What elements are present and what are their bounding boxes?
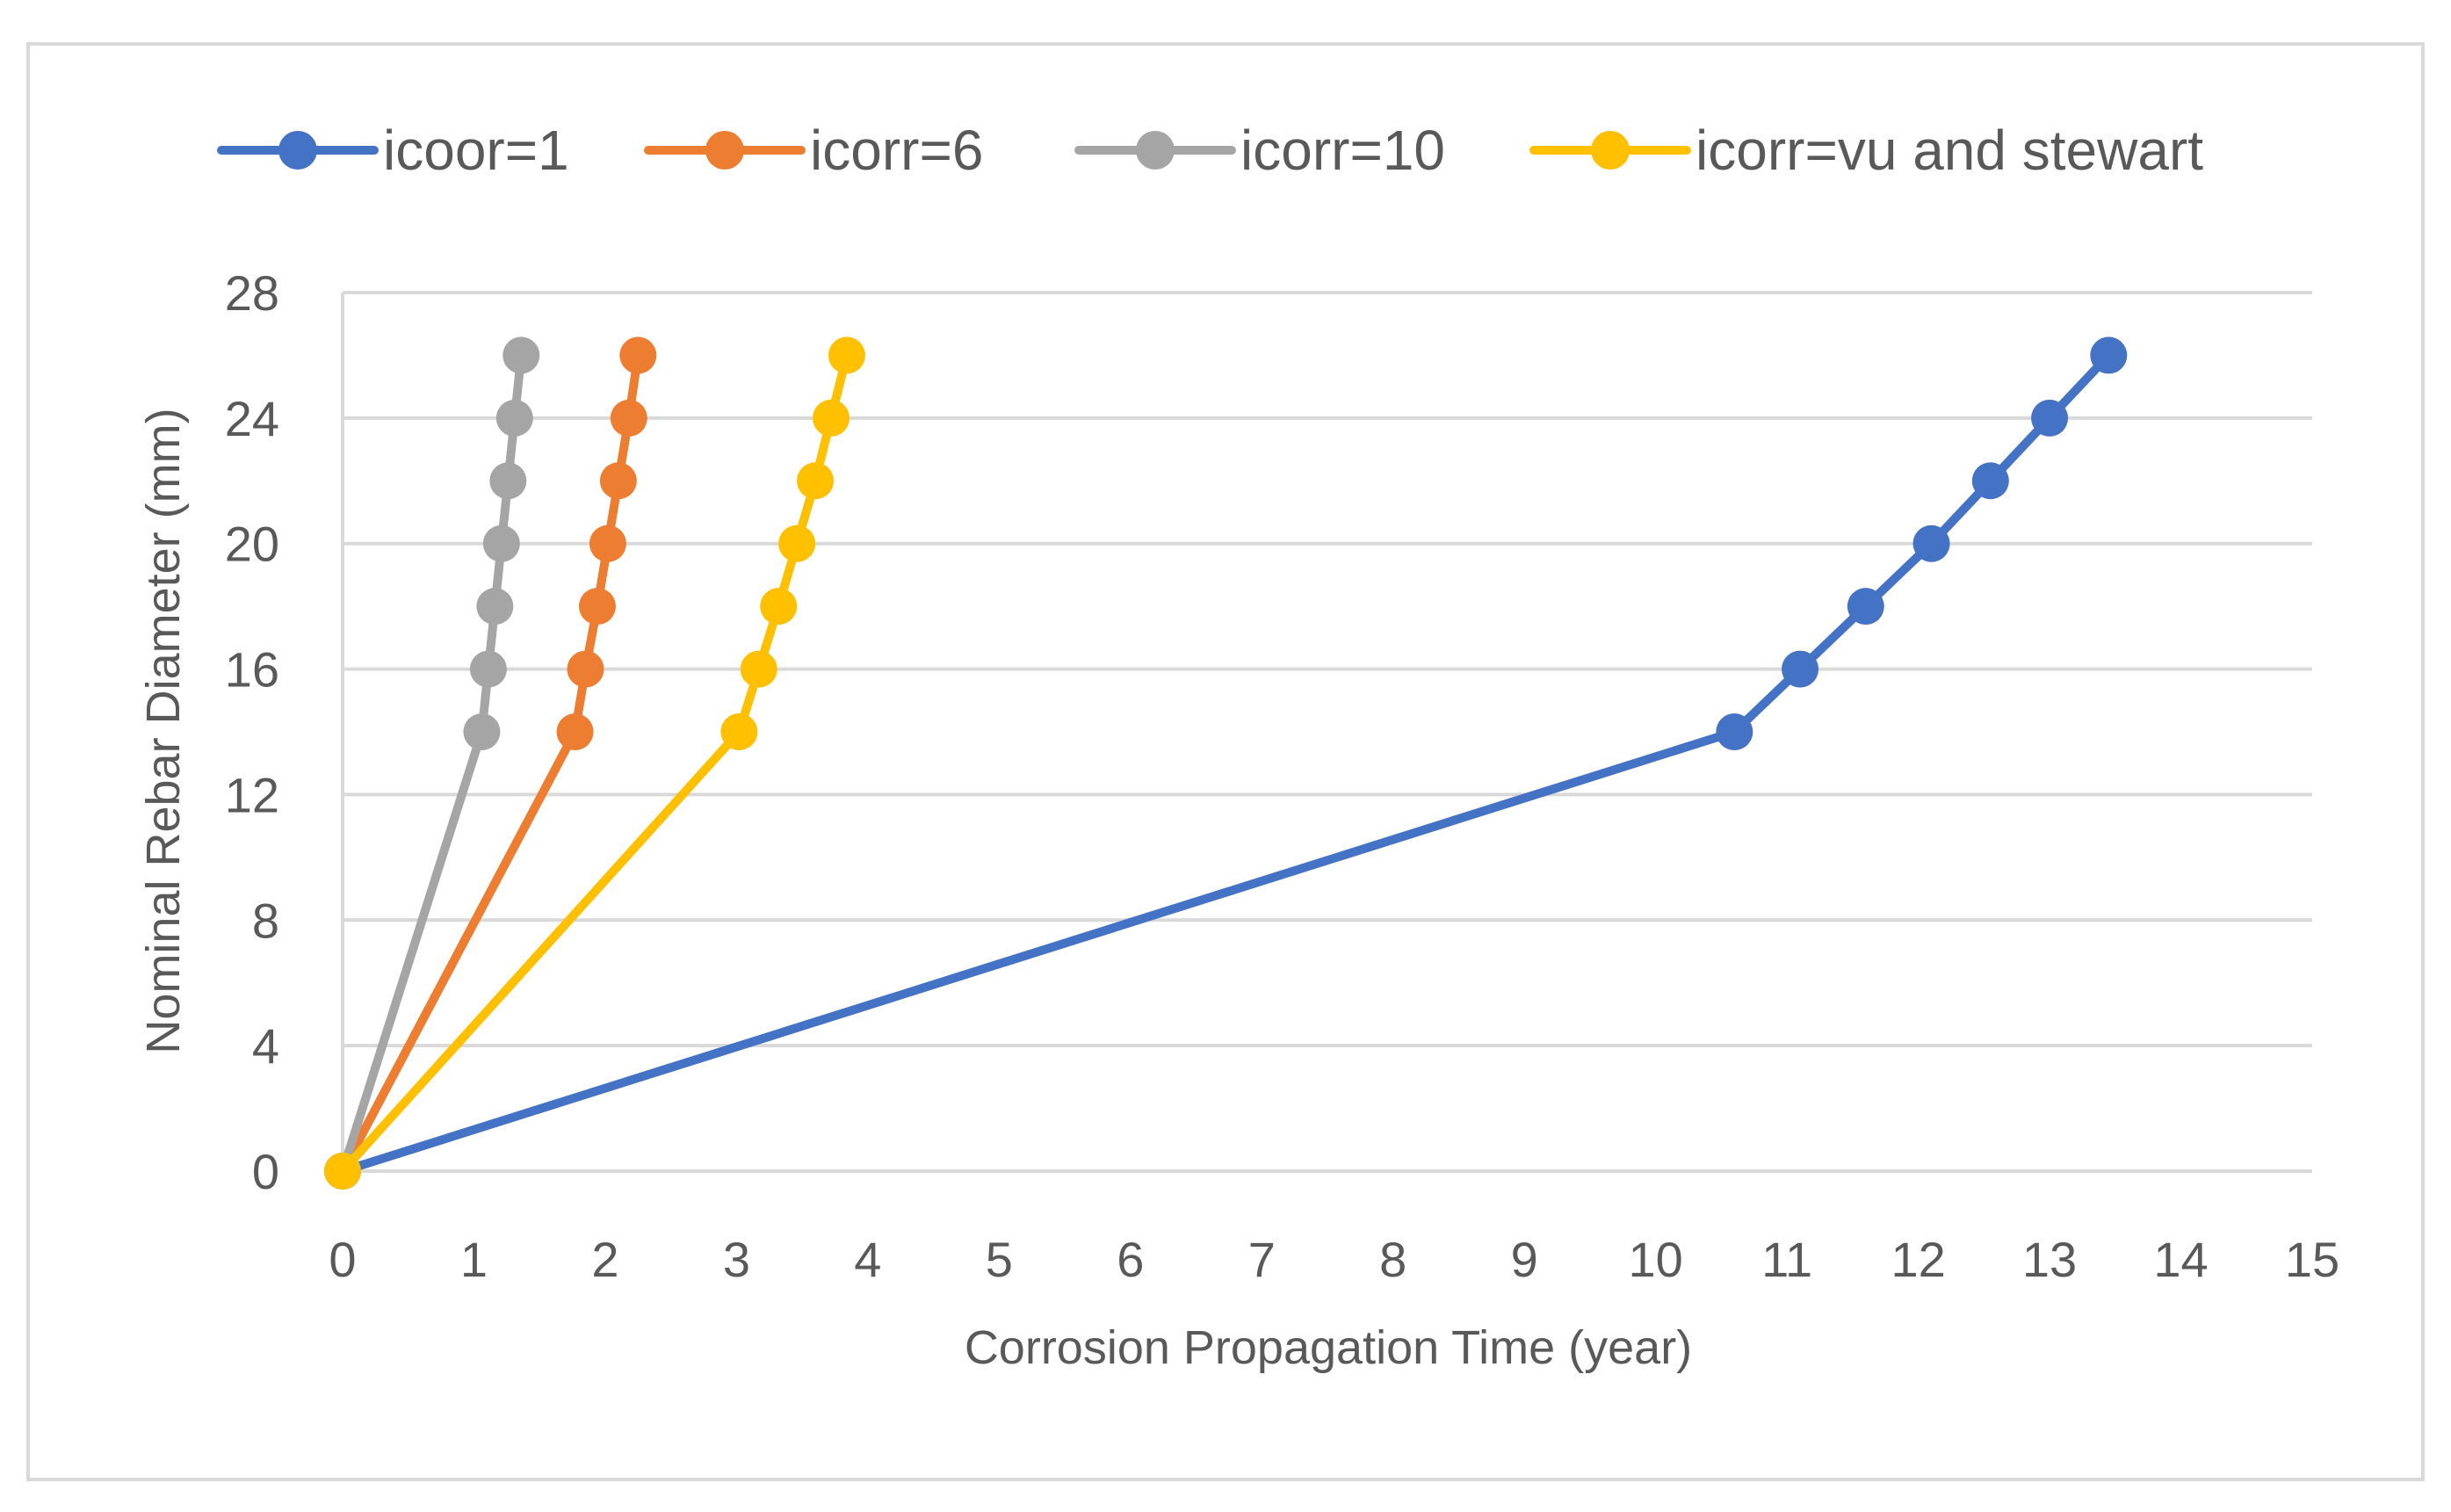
y-axis-title: Nominal Rebar Diameter (mm) [137,408,190,1053]
chart-border [26,42,2425,1481]
x-tick-label: 3 [723,1232,750,1287]
x-tick-label: 1 [460,1232,488,1287]
data-point [778,524,816,562]
legend-swatch-marker [1591,131,1630,170]
y-tick-label: 4 [252,1018,279,1074]
data-point [482,524,520,562]
series-layer [324,336,2128,1190]
legend-label: icorr=10 [1240,119,1445,182]
x-tick-label: 14 [2153,1232,2208,1287]
data-point [2090,336,2128,374]
x-tick-label: 7 [1248,1232,1276,1287]
y-tick-label: 20 [225,517,279,572]
data-point [463,713,501,750]
data-point [578,588,616,626]
data-point [1716,713,1753,750]
legend-item: icorr=vu and stewart [1529,119,2203,182]
legend-swatch-marker [705,131,744,170]
data-point [589,524,626,562]
y-tick-label: 12 [225,767,279,822]
y-axis-ticks: 0 4 8 12 16 20 24 28 [225,265,279,1199]
data-point [1782,650,1819,688]
legend-label: icoor=1 [383,119,569,182]
x-tick-label: 15 [2285,1232,2339,1287]
x-tick-label: 12 [1891,1232,1945,1287]
legend-swatch-marker [278,131,317,170]
data-point [567,650,604,688]
legend-label: icorr=6 [810,119,983,182]
data-point [813,399,850,437]
y-tick-label: 16 [225,642,279,698]
data-point [2031,399,2069,437]
data-point [828,336,865,374]
x-tick-label: 4 [854,1232,881,1287]
x-tick-label: 0 [329,1232,356,1287]
data-point [556,713,594,750]
data-point [797,462,835,500]
gridlines [341,291,2312,1173]
x-tick-label: 2 [591,1232,618,1287]
series-4 [324,336,865,1190]
data-point [489,462,527,500]
x-tick-label: 9 [1511,1232,1538,1287]
y-tick-label: 0 [252,1144,279,1199]
data-point [760,588,798,626]
x-tick-label: 11 [1761,1232,1812,1287]
data-point [610,399,647,437]
data-point [619,336,657,374]
legend-item: icorr=6 [644,119,983,182]
data-point [324,1153,361,1190]
y-tick-label: 28 [225,265,279,321]
y-tick-label: 8 [252,893,279,948]
data-point [1912,524,1950,562]
data-point [720,713,758,750]
data-point [469,650,507,688]
data-point [740,650,777,688]
legend-swatch-marker [1136,131,1175,170]
legend: icoor=1 icorr=6 icorr=10 icorr=vu and stewa… [217,119,2203,182]
x-tick-label: 6 [1117,1232,1144,1287]
legend-item: icorr=10 [1074,119,1445,182]
x-tick-label: 8 [1379,1232,1406,1287]
data-point [502,336,540,374]
data-point [1971,462,2009,500]
x-tick-label: 10 [1629,1232,1683,1287]
x-tick-label: 5 [986,1232,1013,1287]
data-point [599,462,637,500]
legend-item: icoor=1 [217,119,569,182]
x-axis-title: Corrosion Propagation Time (year) [965,1321,1692,1374]
legend-label: icorr=vu and stewart [1695,119,2203,182]
y-tick-label: 24 [225,391,279,446]
data-point [495,399,533,437]
x-tick-label: 13 [2022,1232,2077,1287]
data-point [476,588,514,626]
x-axis-ticks: 0 1 2 3 4 5 6 7 8 9 10 11 12 13 14 15 [329,1232,2339,1287]
data-point [1847,588,1884,626]
